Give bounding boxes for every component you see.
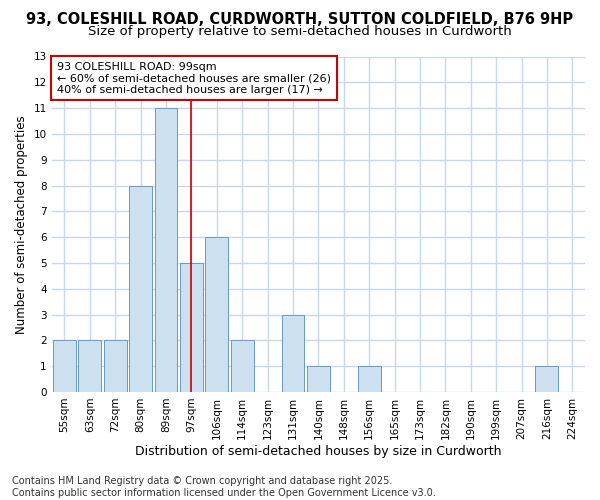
Bar (281, 314, 304, 392)
Bar (205, 237, 228, 392)
Bar (129, 186, 152, 392)
Text: 93 COLESHILL ROAD: 99sqm
← 60% of semi-detached houses are smaller (26)
40% of s: 93 COLESHILL ROAD: 99sqm ← 60% of semi-d… (57, 62, 331, 94)
Bar (358, 366, 380, 392)
Bar (104, 340, 127, 392)
X-axis label: Distribution of semi-detached houses by size in Curdworth: Distribution of semi-detached houses by … (135, 444, 502, 458)
Bar (231, 340, 254, 392)
Text: Size of property relative to semi-detached houses in Curdworth: Size of property relative to semi-detach… (88, 25, 512, 38)
Bar (79, 340, 101, 392)
Bar (535, 366, 559, 392)
Text: Contains HM Land Registry data © Crown copyright and database right 2025.
Contai: Contains HM Land Registry data © Crown c… (12, 476, 436, 498)
Bar (155, 108, 178, 392)
Y-axis label: Number of semi-detached properties: Number of semi-detached properties (15, 115, 28, 334)
Bar (180, 263, 203, 392)
Bar (53, 340, 76, 392)
Bar (307, 366, 330, 392)
Text: 93, COLESHILL ROAD, CURDWORTH, SUTTON COLDFIELD, B76 9HP: 93, COLESHILL ROAD, CURDWORTH, SUTTON CO… (26, 12, 574, 28)
